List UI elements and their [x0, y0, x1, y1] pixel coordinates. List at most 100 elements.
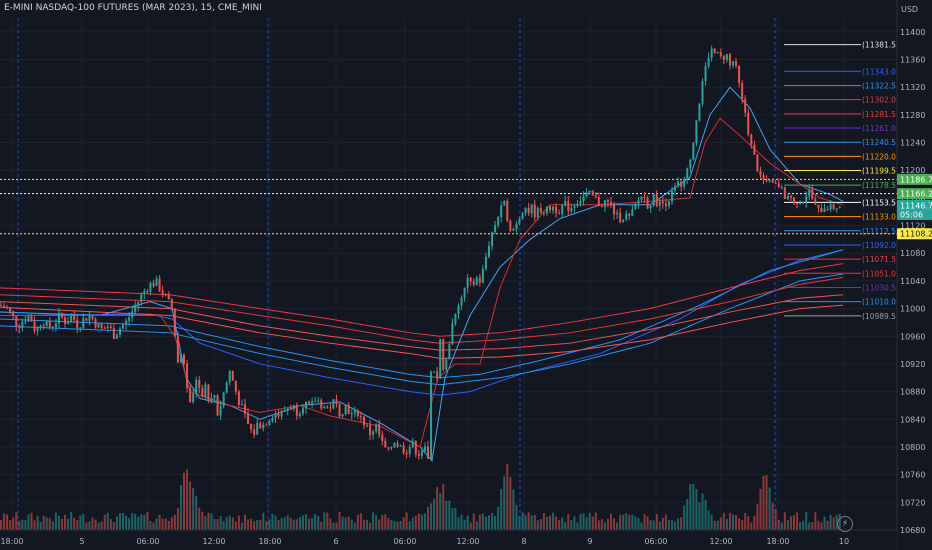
candle-body: [49, 322, 51, 328]
candle-body: [567, 201, 569, 211]
volume-bar: [451, 508, 453, 530]
volume-bar: [503, 476, 505, 530]
tradingview-logo-icon[interactable]: ⚡: [837, 516, 853, 532]
candle-body: [625, 214, 627, 219]
volume-bar: [400, 521, 402, 530]
volume-bar: [296, 519, 298, 530]
volume-bar: [723, 513, 725, 530]
volume-bar: [101, 522, 103, 530]
volume-bar: [308, 519, 310, 530]
candle-body: [287, 409, 289, 411]
candle-body: [537, 208, 539, 217]
volume-bar: [305, 514, 307, 530]
candle-body: [323, 407, 325, 409]
y-tick-label: 11360: [900, 56, 925, 65]
time-axis-bg: [0, 530, 897, 550]
candle-body: [207, 385, 209, 402]
candle-body: [128, 317, 130, 320]
price-badge-label: 11166.25: [900, 190, 932, 199]
volume-bar: [70, 512, 72, 530]
volume-bar: [85, 523, 87, 530]
volume-bar: [436, 487, 438, 530]
candle-body: [485, 257, 487, 269]
volume-bar: [55, 512, 57, 530]
volume-bar: [772, 503, 774, 530]
candle-body: [314, 401, 316, 402]
volume-bar: [95, 520, 97, 530]
candle-body: [12, 311, 14, 315]
candle-body: [671, 191, 673, 202]
volume-bar: [320, 522, 322, 530]
candle-body: [583, 196, 585, 201]
volume-bar: [799, 522, 801, 530]
time-axis: 18:00 5 06:00 12:00 18:00 6 06:00 12:00 8 9 06:00 1…: [0, 530, 897, 550]
candle-body: [275, 414, 277, 418]
volume-bar: [622, 514, 624, 530]
y-tick-label: 11200: [900, 166, 925, 175]
volume-bar: [470, 523, 472, 530]
candle-body: [424, 446, 426, 450]
candle-body: [354, 411, 356, 414]
candle-body: [204, 385, 206, 397]
volume-bar: [9, 520, 11, 530]
volume-bar: [387, 518, 389, 530]
ma-line: [0, 305, 843, 358]
volume-bar: [31, 513, 33, 530]
candle-body: [223, 392, 225, 406]
candle-body: [827, 209, 829, 210]
volume-bar: [88, 521, 90, 530]
candle-body: [622, 219, 624, 221]
candle-body: [82, 318, 84, 328]
volume-bar: [381, 515, 383, 530]
candle-body: [503, 201, 505, 205]
candle-body: [500, 205, 502, 217]
volume-bar: [290, 518, 292, 530]
volume-bar: [747, 516, 749, 530]
volume-bar: [604, 522, 606, 530]
candle-body: [650, 206, 652, 209]
volume-bar: [708, 511, 710, 530]
candle-body: [403, 445, 405, 452]
volume-bar: [787, 520, 789, 530]
candle-body: [558, 213, 560, 214]
volume-bar: [759, 489, 761, 530]
candle-body: [631, 209, 633, 216]
y-tick-label: 11240: [900, 139, 925, 148]
candle-body: [439, 339, 441, 378]
volume-bar: [659, 522, 661, 530]
volume-bar: [351, 520, 353, 530]
volume-bar: [814, 512, 816, 530]
candle-body: [98, 323, 100, 327]
candle-body: [436, 371, 438, 378]
candle-body: [259, 423, 261, 428]
candle-body: [183, 355, 185, 364]
x-tick-label: 12:00: [202, 537, 225, 546]
candle-body: [73, 316, 75, 320]
candle-body: [793, 198, 795, 204]
candle-body: [735, 61, 737, 65]
candle-body: [549, 206, 551, 210]
candle-body: [326, 407, 328, 408]
volume-bar: [555, 516, 557, 530]
volume-bar: [580, 514, 582, 530]
volume-bar: [247, 519, 249, 530]
candle-body: [412, 441, 414, 447]
candle-body: [345, 405, 347, 414]
volume-bar: [198, 508, 200, 530]
volume-bar: [366, 520, 368, 530]
candle-body: [421, 451, 423, 456]
candle-body: [708, 58, 710, 66]
volume-bar: [24, 520, 26, 530]
volume-bar: [284, 517, 286, 530]
volume-bar: [497, 507, 499, 530]
candle-body: [52, 327, 54, 328]
volume-bar: [546, 517, 548, 530]
candle-body: [265, 425, 267, 426]
y-tick-label: 10760: [900, 471, 925, 480]
candle-body: [168, 294, 170, 299]
volume-bar: [177, 508, 179, 530]
candle-body: [409, 447, 411, 454]
volume-bar: [21, 520, 23, 530]
candle-body: [21, 322, 23, 328]
